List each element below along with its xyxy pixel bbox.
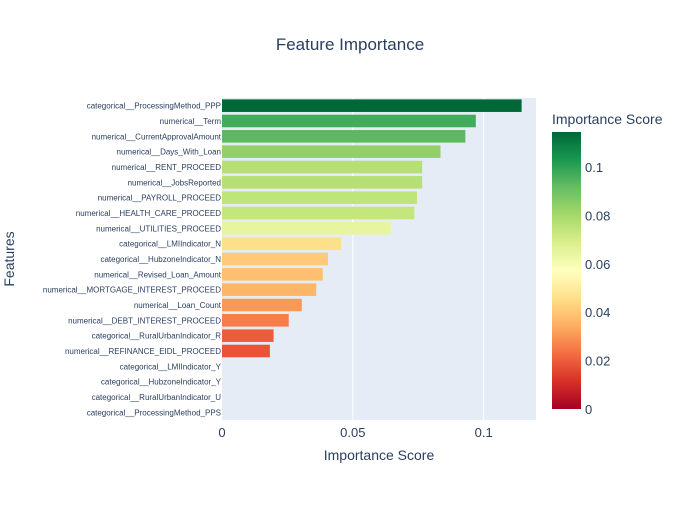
bar[interactable] (222, 252, 328, 266)
y-tick-label: categorical__LMIIndicator_Y (120, 362, 222, 371)
colorbar-tick-label: 0.1 (585, 160, 603, 175)
bar[interactable] (222, 145, 441, 158)
y-tick-label: categorical__HubzoneIndicator_N (100, 255, 221, 264)
y-tick-label: numerical__Term (160, 117, 222, 126)
colorbar-tick-label: 0.08 (585, 208, 610, 223)
bar[interactable] (222, 99, 522, 112)
y-tick-label: numerical__Revised_Loan_Amount (94, 270, 222, 279)
bar[interactable] (222, 176, 423, 189)
y-tick-label: categorical__HubzoneIndicator_Y (101, 378, 222, 387)
bar[interactable] (222, 344, 270, 358)
y-tick-label: numerical__RENT_PROCEED (112, 163, 222, 172)
y-tick-label: categorical__LMIIndicator_N (119, 240, 221, 249)
y-tick-label: numerical__HEALTH_CARE_PROCEED (76, 209, 221, 218)
y-tick-label: numerical__JobsReported (128, 178, 221, 187)
bar[interactable] (222, 206, 415, 220)
colorbar-tick-label: 0.06 (585, 257, 610, 272)
y-tick-label: numerical__REFINANCE_EIDL_PROCEED (65, 347, 221, 356)
y-tick-label: numerical__Days_With_Loan (117, 148, 222, 157)
bar[interactable] (222, 314, 289, 327)
x-tick-label: 0 (218, 425, 225, 440)
y-tick-label: categorical__RuralUrbanIndicator_R (92, 332, 222, 341)
y-tick-label: numerical__MORTGAGE_INTEREST_PROCEED (43, 286, 221, 295)
x-tick-label: 0.1 (475, 425, 493, 440)
bar[interactable] (222, 130, 466, 143)
x-tick-label: 0.05 (340, 425, 365, 440)
chart-title: Feature Importance (276, 35, 424, 54)
y-tick-label: categorical__ProcessingMethod_PPS (87, 408, 221, 417)
y-tick-label: numerical__Loan_Count (134, 301, 222, 310)
bar[interactable] (222, 283, 317, 296)
y-axis-label: Features (1, 231, 17, 286)
bar[interactable] (222, 222, 391, 235)
colorbar-tick-label: 0 (585, 402, 592, 417)
x-axis-label: Importance Score (324, 447, 435, 463)
bar[interactable] (222, 329, 274, 342)
y-tick-label: categorical__RuralUrbanIndicator_U (92, 393, 222, 402)
bar[interactable] (222, 268, 323, 281)
y-tick-label: numerical__PAYROLL_PROCEED (98, 194, 222, 203)
bar[interactable] (222, 237, 342, 250)
bar[interactable] (222, 191, 417, 204)
colorbar-tick-label: 0.02 (585, 354, 610, 369)
bar[interactable] (222, 298, 302, 312)
y-tick-label: numerical__CurrentApprovalAmount (92, 132, 222, 141)
colorbar-tick-label: 0.04 (585, 305, 610, 320)
y-tick-label: numerical__UTILITIES_PROCEED (96, 224, 221, 233)
bar[interactable] (222, 114, 476, 128)
y-tick-label: categorical__ProcessingMethod_PPP (87, 102, 221, 111)
colorbar (552, 132, 581, 409)
colorbar-title: Importance Score (552, 111, 663, 127)
bar[interactable] (222, 160, 423, 174)
y-tick-label: numerical__DEBT_INTEREST_PROCEED (68, 316, 221, 325)
